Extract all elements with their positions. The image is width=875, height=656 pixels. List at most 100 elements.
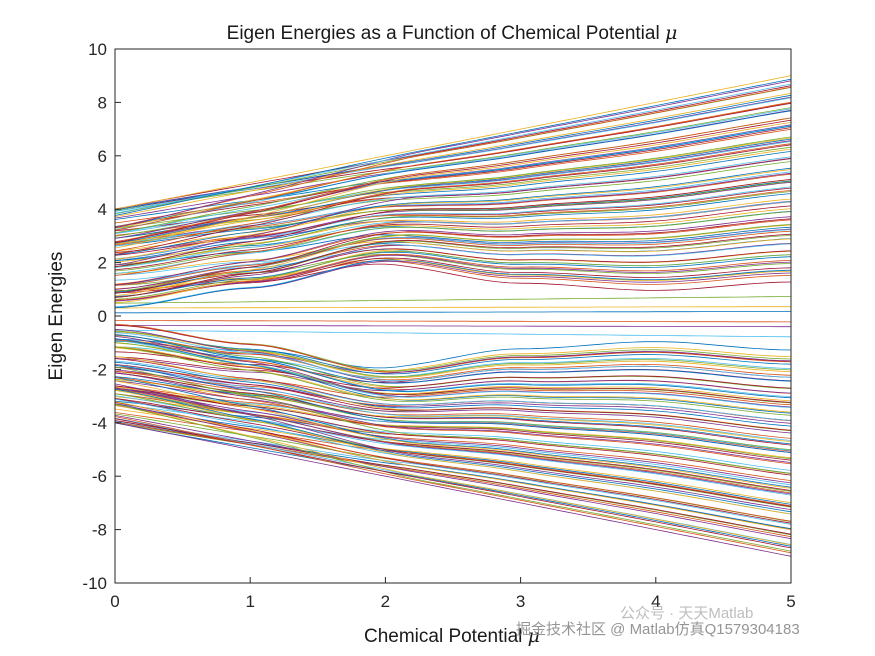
series-line <box>115 193 791 261</box>
x-tick-label: 4 <box>651 592 660 611</box>
series-line <box>115 148 791 245</box>
series-line <box>115 388 791 513</box>
x-tick-label: 3 <box>516 592 525 611</box>
series-line <box>115 251 791 297</box>
series-line <box>115 377 791 488</box>
series-line <box>115 140 791 242</box>
x-tick-label: 5 <box>786 592 795 611</box>
series-line <box>115 230 791 286</box>
series-line <box>115 401 791 524</box>
series-line <box>115 364 791 441</box>
series-line <box>115 233 791 298</box>
series-line <box>115 80 791 229</box>
series-line <box>115 263 791 293</box>
series-line <box>115 422 791 557</box>
y-tick-label: 0 <box>98 307 107 326</box>
y-tick-label: -2 <box>92 360 107 379</box>
series-line <box>115 346 791 416</box>
series-line <box>115 367 791 424</box>
series-line <box>115 366 791 474</box>
series-line <box>115 125 791 220</box>
series-line <box>115 311 791 314</box>
series-line <box>115 119 791 244</box>
y-tick-label: 4 <box>98 200 107 219</box>
series-line <box>115 323 791 373</box>
series-line <box>115 324 791 328</box>
series-line <box>115 143 791 252</box>
series-line <box>115 372 791 463</box>
series-line <box>115 412 791 507</box>
series-line <box>115 259 791 309</box>
series-line <box>115 358 791 394</box>
series-line <box>115 330 791 378</box>
y-axis-title: Eigen Energies <box>46 252 67 381</box>
series-line <box>115 306 791 309</box>
series-line <box>115 346 791 403</box>
y-tick-label: 2 <box>98 254 107 273</box>
y-tick-label: 6 <box>98 147 107 166</box>
series-line <box>115 181 791 260</box>
series-line <box>115 364 791 431</box>
series-line <box>115 346 791 402</box>
series-line <box>115 418 791 549</box>
y-tick-label: -8 <box>92 521 107 540</box>
series-line <box>115 75 791 210</box>
series-line <box>115 387 791 484</box>
series-line <box>115 107 791 212</box>
series-line <box>115 78 791 216</box>
series-line <box>115 243 791 276</box>
series-line <box>115 226 791 266</box>
series-line <box>115 401 791 531</box>
series-line <box>115 403 791 552</box>
x-tick-label: 0 <box>110 592 119 611</box>
series-line <box>115 179 791 267</box>
series-line <box>115 211 791 272</box>
chart-title: Eigen Energies as a Function of Chemical… <box>227 22 678 44</box>
series-line <box>115 191 791 268</box>
series-line <box>115 420 791 525</box>
series-line <box>115 250 791 300</box>
series-line <box>115 339 791 369</box>
series-line <box>115 158 791 266</box>
series-line <box>115 92 791 217</box>
series-line <box>115 360 791 421</box>
x-tick-label: 1 <box>245 592 254 611</box>
series-line <box>115 383 791 510</box>
series-line <box>115 415 791 540</box>
series-line <box>115 365 791 453</box>
series-line <box>115 338 791 414</box>
series-line <box>115 187 791 256</box>
series-line <box>115 180 791 247</box>
series-line <box>115 208 791 265</box>
series-line <box>115 340 791 384</box>
x-axis-title: Chemical Potential μ <box>364 625 540 647</box>
series-line <box>115 186 791 260</box>
series-line <box>115 385 791 452</box>
series-line <box>115 122 791 249</box>
series-line <box>115 108 791 231</box>
series-line <box>115 389 791 515</box>
x-axis: 0 1 2 3 4 5 <box>110 577 796 611</box>
series-line <box>115 334 791 399</box>
series-line <box>115 169 791 260</box>
series-line <box>115 144 791 255</box>
series-line <box>115 369 791 434</box>
series-line <box>115 376 791 465</box>
series-line <box>115 340 791 374</box>
series-line <box>115 127 791 227</box>
series-line <box>115 83 791 214</box>
series-line <box>115 403 791 486</box>
series-line <box>115 380 791 489</box>
y-axis: 10 8 6 4 2 0 -2 -4 -6 -8 -10 <box>82 40 121 593</box>
series-line <box>115 229 791 286</box>
series-line <box>115 404 791 546</box>
series-line <box>115 356 791 389</box>
series-line <box>115 390 791 492</box>
series-line <box>115 405 791 505</box>
series-line <box>115 238 791 274</box>
series-line <box>115 361 791 427</box>
series-line <box>115 296 791 304</box>
series-line <box>115 171 791 245</box>
